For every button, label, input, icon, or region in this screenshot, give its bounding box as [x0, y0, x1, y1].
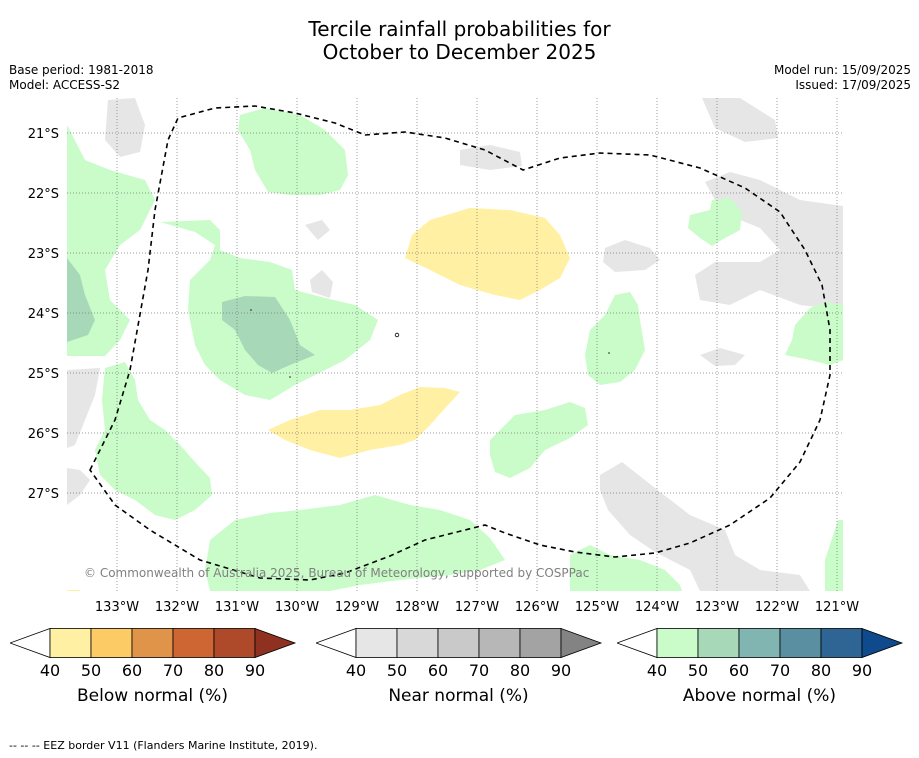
- eez-footnote: -- -- -- EEZ border V11 (Flanders Marine…: [9, 739, 318, 752]
- issued-date: Issued: 17/09/2025: [795, 78, 911, 92]
- colorbar-max-extend: [560, 628, 603, 659]
- model-info: Base period: 1981-2018 Model: ACCESS-S2: [9, 63, 154, 93]
- axis-tick-labels: 133°W 132°W 131°W 130°W 129°W 128°W 127°W 126°W…: [28, 127, 860, 615]
- colorbar-min-extend: [10, 628, 51, 659]
- colorbar-tick-label: 90: [245, 661, 265, 680]
- colorbar-segment: [697, 628, 740, 658]
- colorbar-max-extend: [861, 628, 904, 659]
- colorbar-tick-label: 90: [551, 661, 571, 680]
- colorbar-tick-label: 70: [469, 661, 489, 680]
- longitude-label: 128°W: [395, 600, 439, 615]
- colorbar-tick-label: 40: [40, 661, 60, 680]
- above-normal-50-areas: [67, 258, 315, 373]
- colorbar-label: Below normal (%): [77, 686, 228, 706]
- colorbar-segment: [820, 628, 863, 658]
- colorbar-tick-label: 80: [204, 661, 224, 680]
- colorbar-segment: [738, 628, 781, 658]
- colorbar-tick-label: 70: [163, 661, 183, 680]
- colorbar-segment: [90, 628, 133, 658]
- colorbar-segment: [779, 628, 822, 658]
- colorbar-tick-label: 70: [770, 661, 790, 680]
- colorbar-tick-label: 40: [346, 661, 366, 680]
- longitude-label: 122°W: [755, 600, 799, 615]
- colorbar: 40 50 60 70 80 90: [10, 628, 297, 680]
- colorbar-tick-label: 40: [647, 661, 667, 680]
- colorbar-tick-label: 50: [688, 661, 708, 680]
- eez-border: [89, 105, 831, 581]
- copyright-text: © Commonwealth of Australia 2025, Bureau…: [84, 566, 589, 580]
- colorbar-tick-label: 60: [729, 661, 749, 680]
- colorbar-segment: [478, 628, 521, 658]
- colorbar-tick-label: 90: [852, 661, 872, 680]
- colorbar-tick-label: 80: [510, 661, 530, 680]
- longitude-label: 133°W: [95, 600, 139, 615]
- longitude-label: 131°W: [215, 600, 259, 615]
- colorbar-tick-label: 50: [81, 661, 101, 680]
- latitude-label: 23°S: [28, 247, 59, 262]
- colorbar-max-extend: [254, 628, 297, 659]
- probability-fields: [67, 98, 843, 591]
- run-info: Model run: 15/09/2025 Issued: 17/09/2025: [774, 63, 911, 93]
- longitude-label: 125°W: [575, 600, 619, 615]
- colorbar-segment: [396, 628, 439, 658]
- colorbar-segment: [519, 628, 562, 658]
- map-title: Tercile rainfall probabilities for Octob…: [0, 18, 919, 64]
- longitude-label: 123°W: [695, 600, 739, 615]
- title-line-1: Tercile rainfall probabilities for: [308, 17, 611, 41]
- base-period: Base period: 1981-2018: [9, 63, 154, 77]
- small-markers: [250, 309, 610, 378]
- colorbar-tick-label: 60: [122, 661, 142, 680]
- model-run: Model run: 15/09/2025: [773, 63, 911, 77]
- colorbar-tick-label: 50: [387, 661, 407, 680]
- model-name: Model: ACCESS-S2: [9, 78, 121, 92]
- longitude-label: 121°W: [815, 600, 859, 615]
- colorbar-segment: [172, 628, 215, 658]
- below-normal-areas: [67, 208, 570, 591]
- latitude-label: 25°S: [28, 367, 59, 382]
- longitude-label: 129°W: [335, 600, 379, 615]
- colorbar-tick-label: 60: [428, 661, 448, 680]
- longitude-label: 132°W: [155, 600, 199, 615]
- longitude-label: 126°W: [515, 600, 559, 615]
- colorbar-label: Above normal (%): [682, 686, 837, 706]
- latitude-label: 26°S: [28, 427, 59, 442]
- colorbar-min-extend: [316, 628, 357, 659]
- longitude-label: 130°W: [275, 600, 319, 615]
- colorbar: 40 50 60 70 80 90: [316, 628, 603, 680]
- colorbar-segment: [656, 628, 699, 658]
- title-line-2: October to December 2025: [322, 40, 597, 64]
- longitude-label: 124°W: [635, 600, 679, 615]
- latitude-label: 22°S: [28, 187, 59, 202]
- above-normal-areas: [67, 108, 843, 591]
- colorbar-min-extend: [617, 628, 658, 659]
- colorbar-segment: [213, 628, 256, 658]
- colorbar-segment: [355, 628, 398, 658]
- colorbar-segment: [437, 628, 480, 658]
- colorbar: 40 50 60 70 80 90: [617, 628, 904, 680]
- latitude-label: 27°S: [28, 487, 59, 502]
- colorbar-tick-label: 80: [811, 661, 831, 680]
- graticule: [67, 98, 843, 591]
- longitude-label: 127°W: [455, 600, 499, 615]
- latitude-label: 21°S: [28, 127, 59, 142]
- latitude-label: 24°S: [28, 307, 59, 322]
- colorbar-segment: [49, 628, 92, 658]
- colorbar-label: Near normal (%): [388, 686, 529, 706]
- near-normal-areas: [67, 98, 843, 591]
- colorbar-segment: [131, 628, 174, 658]
